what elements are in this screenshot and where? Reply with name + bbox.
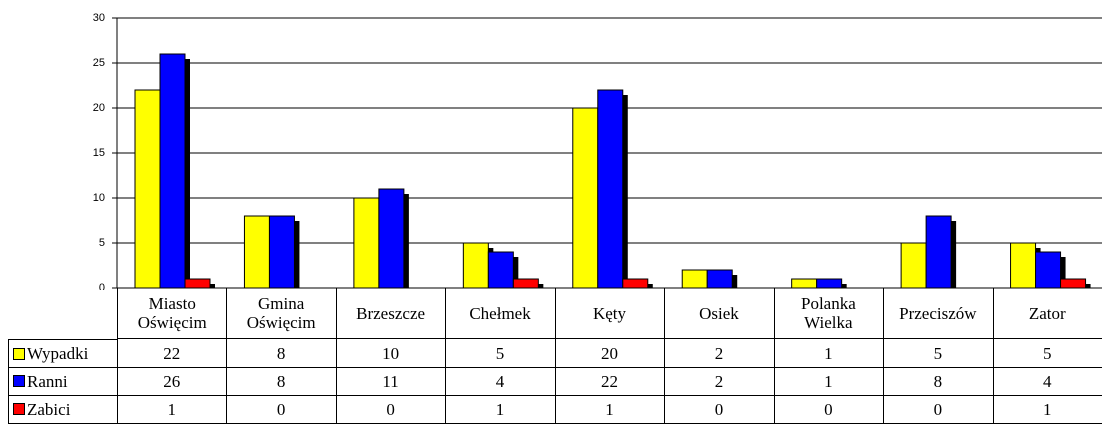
bar [597, 89, 624, 289]
bar-shadow [294, 221, 300, 288]
table-value: 8 [226, 367, 337, 396]
table-value: 5 [992, 339, 1102, 368]
table-value: 20 [554, 339, 666, 368]
y-tick-label: 30 [93, 12, 105, 24]
bar [159, 53, 186, 289]
bar-shadow [951, 221, 957, 288]
table-value: 0 [773, 395, 885, 424]
table-value: 4 [445, 367, 556, 396]
bar [243, 215, 270, 289]
bar [791, 278, 818, 289]
y-tick-label: 15 [93, 147, 105, 159]
table-value: 0 [226, 395, 337, 424]
legend-key [13, 347, 25, 360]
table-value: 5 [883, 339, 994, 368]
table-value: 22 [117, 339, 228, 368]
y-tick-label: 25 [93, 57, 105, 69]
legend-key [13, 403, 25, 415]
legend-label: Zabici [27, 399, 71, 419]
y-tick-label: 0 [99, 282, 105, 290]
bar [622, 278, 649, 289]
bar [184, 278, 211, 289]
x-tick-label: Gmina Oświęcim [226, 288, 337, 339]
bar-shadow [732, 275, 738, 288]
table-value: 22 [554, 367, 666, 396]
legend-key [13, 375, 25, 387]
table-value: 11 [335, 367, 447, 396]
table-value: 0 [883, 395, 994, 424]
x-tick-label: Osiek [664, 288, 775, 339]
legend-entry: Zabici [8, 395, 118, 424]
bar [487, 251, 514, 289]
bar [268, 215, 295, 289]
legend-label: Wypadki [27, 344, 89, 363]
bar-shadow [513, 257, 519, 288]
table-value: 1 [992, 395, 1102, 424]
bar [925, 215, 952, 289]
x-tick-label: Polanka Wielka [773, 288, 885, 339]
plot: 0 5 10 15 20 25 30 [93, 12, 1102, 290]
bar-shadow [647, 284, 653, 288]
bar-shadow [1060, 257, 1066, 288]
bar [378, 188, 405, 289]
bar-shadow [538, 284, 544, 288]
bar [706, 269, 733, 289]
bar-shadow [1085, 284, 1091, 288]
bar-shadow [403, 194, 409, 288]
bar [512, 278, 539, 289]
legend-label: Ranni [27, 371, 68, 391]
table-value: 0 [335, 395, 447, 424]
x-tick-label: Zator [992, 288, 1102, 339]
bar [1010, 242, 1037, 289]
bar [900, 242, 927, 289]
table-value: 2 [664, 339, 775, 368]
y-tick-label: 5 [99, 237, 105, 249]
table-value: 1 [554, 395, 666, 424]
table-value: 1 [445, 395, 556, 424]
table-value: 0 [664, 395, 775, 424]
bar [1060, 278, 1087, 289]
x-tick-label: Chełmek [445, 288, 556, 339]
table-value: 2 [664, 367, 775, 396]
table-value: 10 [335, 339, 447, 368]
bar [681, 269, 708, 289]
table-value: 1 [773, 339, 885, 368]
x-tick-label: Miasto Oświęcim [117, 288, 228, 339]
bar [1035, 251, 1062, 289]
table-value: 1 [117, 395, 228, 424]
table-value: 26 [117, 367, 228, 396]
bar [572, 107, 599, 289]
x-tick-label: Przeciszów [883, 288, 994, 339]
table-value: 8 [883, 367, 994, 396]
table-value: 1 [773, 367, 885, 396]
bar-shadow [622, 95, 628, 288]
bar [462, 242, 489, 289]
bar [353, 197, 380, 289]
x-tick-label: Kęty [554, 288, 666, 339]
legend-entry: Wypadki [8, 339, 118, 368]
x-tick-label: Brzeszcze [335, 288, 447, 339]
bar [134, 89, 161, 289]
y-tick-label: 10 [93, 192, 105, 204]
legend-entry: Ranni [8, 367, 118, 396]
y-tick-label: 20 [93, 102, 105, 114]
bar-shadow [185, 59, 190, 288]
table-value: 5 [445, 339, 556, 368]
bar [816, 278, 843, 289]
table-value: 8 [226, 339, 337, 368]
table-value: 4 [992, 367, 1102, 396]
bar-shadow [841, 284, 847, 288]
bar-shadow [210, 284, 215, 288]
